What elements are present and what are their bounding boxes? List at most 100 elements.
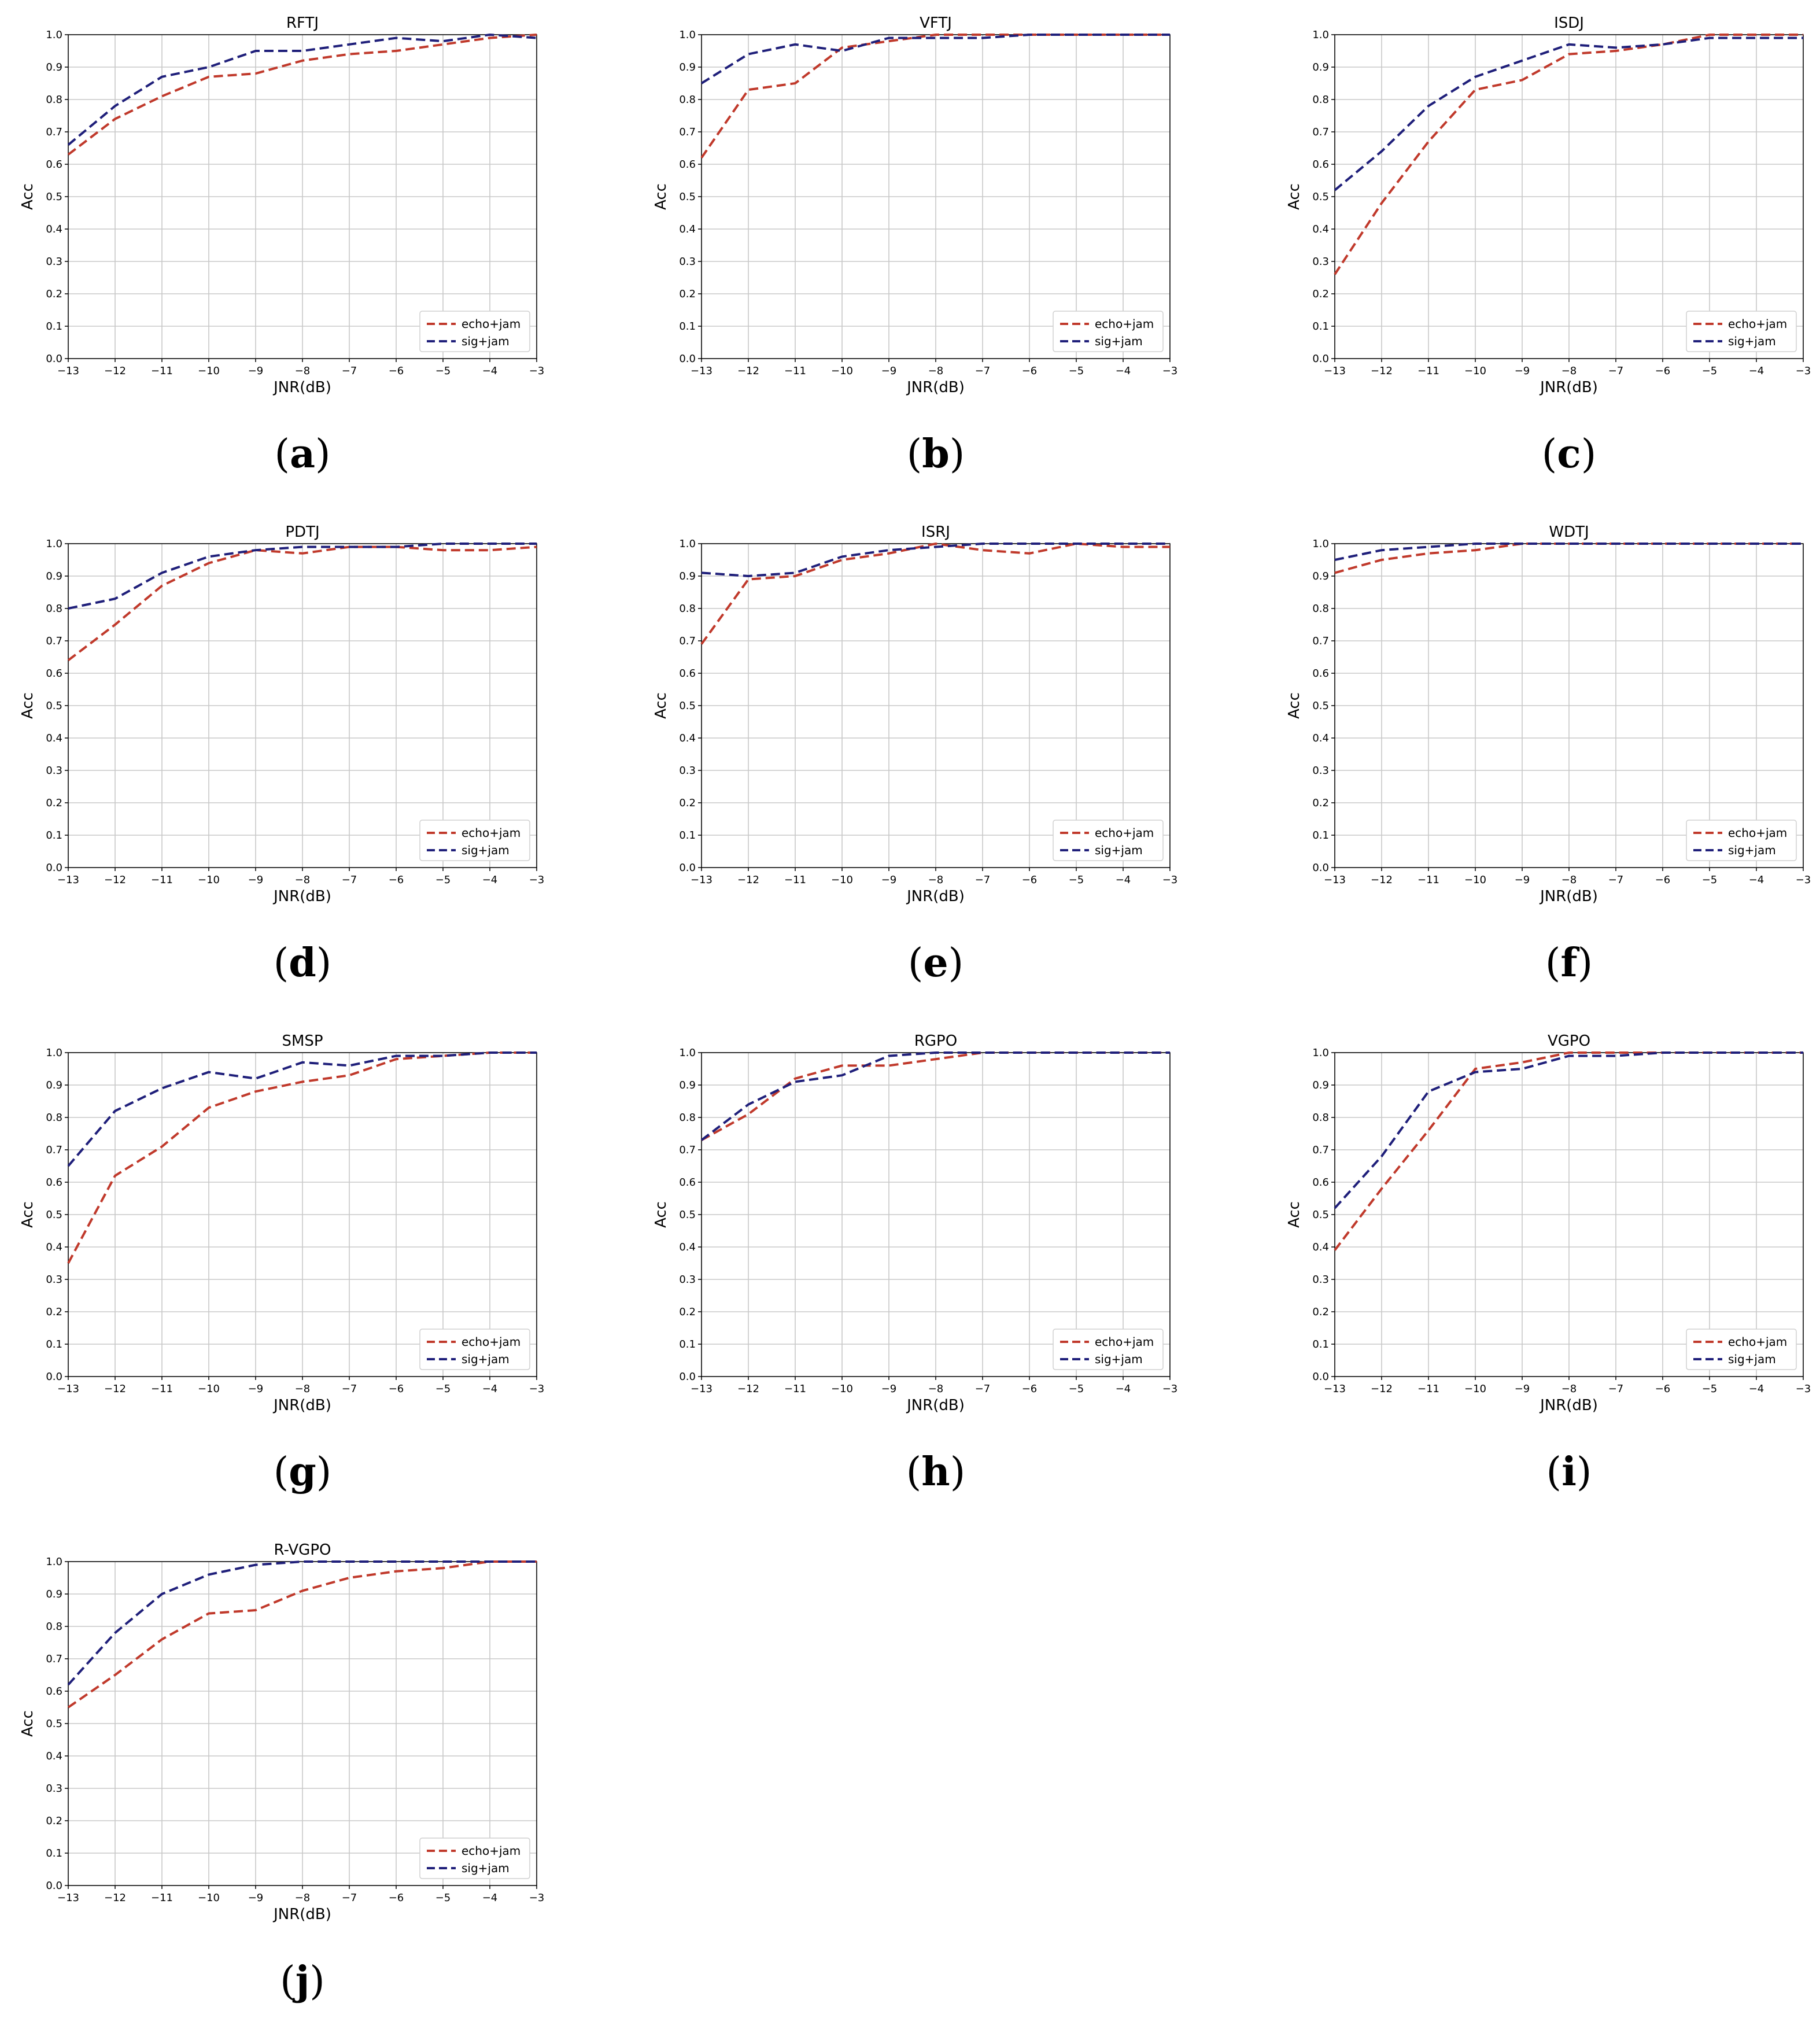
x-tick-label: −6: [1022, 365, 1038, 377]
x-tick-label: −7: [975, 1383, 991, 1395]
y-tick-label: 0.3: [46, 765, 62, 777]
x-tick-label: −7: [1608, 874, 1624, 886]
x-tick-label: −5: [435, 365, 451, 377]
x-tick-label: −12: [1371, 365, 1393, 377]
series-line-echo-jam: [701, 1051, 1170, 1141]
legend-entry: sig+jam: [1095, 1352, 1143, 1366]
y-tick-label: 0.6: [46, 1176, 62, 1189]
x-axis-label: JNR(dB): [1539, 888, 1598, 905]
legend-entry: sig+jam: [462, 334, 510, 348]
y-tick-label: 0.7: [1312, 126, 1329, 138]
y-tick-label: 0.0: [46, 1880, 62, 1892]
y-tick-label: 0.4: [46, 1750, 62, 1762]
y-tick-label: 0.9: [46, 1588, 62, 1600]
y-tick-label: 1.0: [46, 29, 62, 41]
x-tick-label: −10: [1464, 365, 1486, 377]
x-tick-label: −7: [1608, 365, 1624, 377]
legend-entry: sig+jam: [462, 843, 510, 857]
y-tick-label: 0.0: [679, 862, 696, 874]
series-line-sig-jam: [68, 543, 537, 610]
y-tick-label: 0.7: [679, 126, 696, 138]
y-tick-label: 0.3: [1312, 1274, 1329, 1286]
legend-box: [419, 1329, 530, 1370]
chart-panel-j: −13 −12 −11 −10 −9 −8 −7 −6 −5 −4 −3 0.0 0.1 0.2 0.3 0.…: [19, 1541, 544, 1923]
y-tick-label: 0.4: [46, 1241, 62, 1253]
y-tick-label: 0.2: [679, 797, 696, 809]
series-line-echo-jam: [1334, 34, 1803, 275]
x-tick-label: −6: [1655, 365, 1671, 377]
y-tick-label: 0.7: [1312, 1144, 1329, 1156]
y-tick-label: 0.5: [1312, 1209, 1329, 1221]
x-tick-label: −4: [1749, 1383, 1764, 1395]
x-tick-label: −13: [57, 1892, 79, 1904]
panel-caption-j: (j): [280, 1958, 325, 2004]
y-tick-label: 0.3: [679, 765, 696, 777]
legend-entry: echo+jam: [1095, 1335, 1154, 1349]
x-tick-label: −3: [1162, 874, 1178, 886]
y-tick-label: 0.6: [679, 1176, 696, 1189]
y-tick-label: 0.2: [1312, 797, 1329, 809]
y-tick-label: 0.4: [1312, 223, 1329, 235]
y-tick-label: 0.2: [1312, 288, 1329, 300]
x-tick-label: −10: [198, 1383, 220, 1395]
x-tick-label: −5: [1069, 874, 1084, 886]
legend-box: [1053, 820, 1164, 861]
chart-title: RGPO: [914, 1032, 957, 1050]
y-tick-label: 0.8: [46, 94, 62, 106]
x-tick-label: −6: [389, 874, 404, 886]
y-tick-label: 0.2: [46, 288, 62, 300]
legend-box: [419, 1837, 530, 1879]
y-tick-label: 0.6: [679, 158, 696, 171]
chart-panel-e: −13 −12 −11 −10 −9 −8 −7 −6 −5 −4 −3 0.0 0.1 0.2 0.3 0.…: [652, 523, 1178, 905]
x-axis-label: JNR(dB): [272, 379, 331, 396]
x-tick-label: −4: [482, 365, 498, 377]
x-tick-label: −4: [1116, 874, 1131, 886]
y-tick-label: 0.8: [679, 603, 696, 615]
x-tick-label: −5: [1069, 365, 1084, 377]
y-tick-label: 0.3: [1312, 256, 1329, 268]
y-tick-label: 1.0: [1312, 538, 1329, 550]
chart-panel-c: −13 −12 −11 −10 −9 −8 −7 −6 −5 −4 −3 0.0 0.1 0.2 0.3 0.…: [1286, 14, 1811, 396]
x-tick-label: −5: [435, 874, 451, 886]
y-tick-label: 0.9: [46, 570, 62, 582]
series-line-sig-jam: [1334, 36, 1803, 191]
y-tick-label: 1.0: [1312, 1047, 1329, 1059]
chart-title: SMSP: [282, 1032, 323, 1050]
x-tick-label: −3: [1796, 874, 1811, 886]
chart-panel-a: −13 −12 −11 −10 −9 −8 −7 −6 −5 −4 −3 0.0 0.1 0.2 0.3 0.…: [19, 14, 545, 396]
legend-box: [1686, 820, 1797, 861]
panel-caption-a: (a): [274, 431, 331, 477]
y-tick-label: 0.9: [1312, 570, 1329, 582]
x-tick-label: −9: [1515, 874, 1530, 886]
x-tick-label: −11: [784, 874, 806, 886]
x-tick-label: −8: [295, 1892, 311, 1904]
chart-title: PDTJ: [285, 523, 319, 541]
x-tick-label: −13: [691, 1383, 713, 1395]
x-tick-label: −12: [104, 874, 126, 886]
y-tick-label: 0.1: [46, 320, 62, 333]
y-tick-label: 0.2: [679, 1306, 696, 1318]
x-tick-label: −4: [1749, 874, 1764, 886]
x-tick-label: −11: [1417, 1383, 1439, 1395]
y-tick-label: 0.7: [46, 1144, 62, 1156]
y-tick-label: 0.1: [46, 1338, 62, 1351]
y-tick-label: 0.0: [1312, 862, 1329, 874]
series-line-sig-jam: [1334, 1051, 1803, 1209]
y-tick-label: 0.7: [1312, 635, 1329, 647]
x-tick-label: −3: [1796, 365, 1811, 377]
panel-caption-i: (i): [1546, 1449, 1592, 1495]
x-tick-label: −3: [529, 365, 545, 377]
panel-caption-g: (g): [273, 1449, 332, 1495]
series-line-echo-jam: [67, 1051, 537, 1264]
y-tick-label: 0.3: [679, 1274, 696, 1286]
x-tick-label: −8: [295, 365, 311, 377]
x-tick-label: −8: [1561, 874, 1577, 886]
x-tick-label: −13: [691, 874, 713, 886]
y-tick-label: 0.1: [679, 1338, 696, 1351]
y-tick-label: 0.2: [1312, 1306, 1329, 1318]
legend-entry: echo+jam: [462, 1335, 520, 1349]
y-tick-label: 0.0: [679, 353, 696, 365]
y-axis-label: Acc: [19, 183, 36, 210]
x-tick-label: −11: [151, 874, 173, 886]
y-tick-label: 0.8: [1312, 603, 1329, 615]
